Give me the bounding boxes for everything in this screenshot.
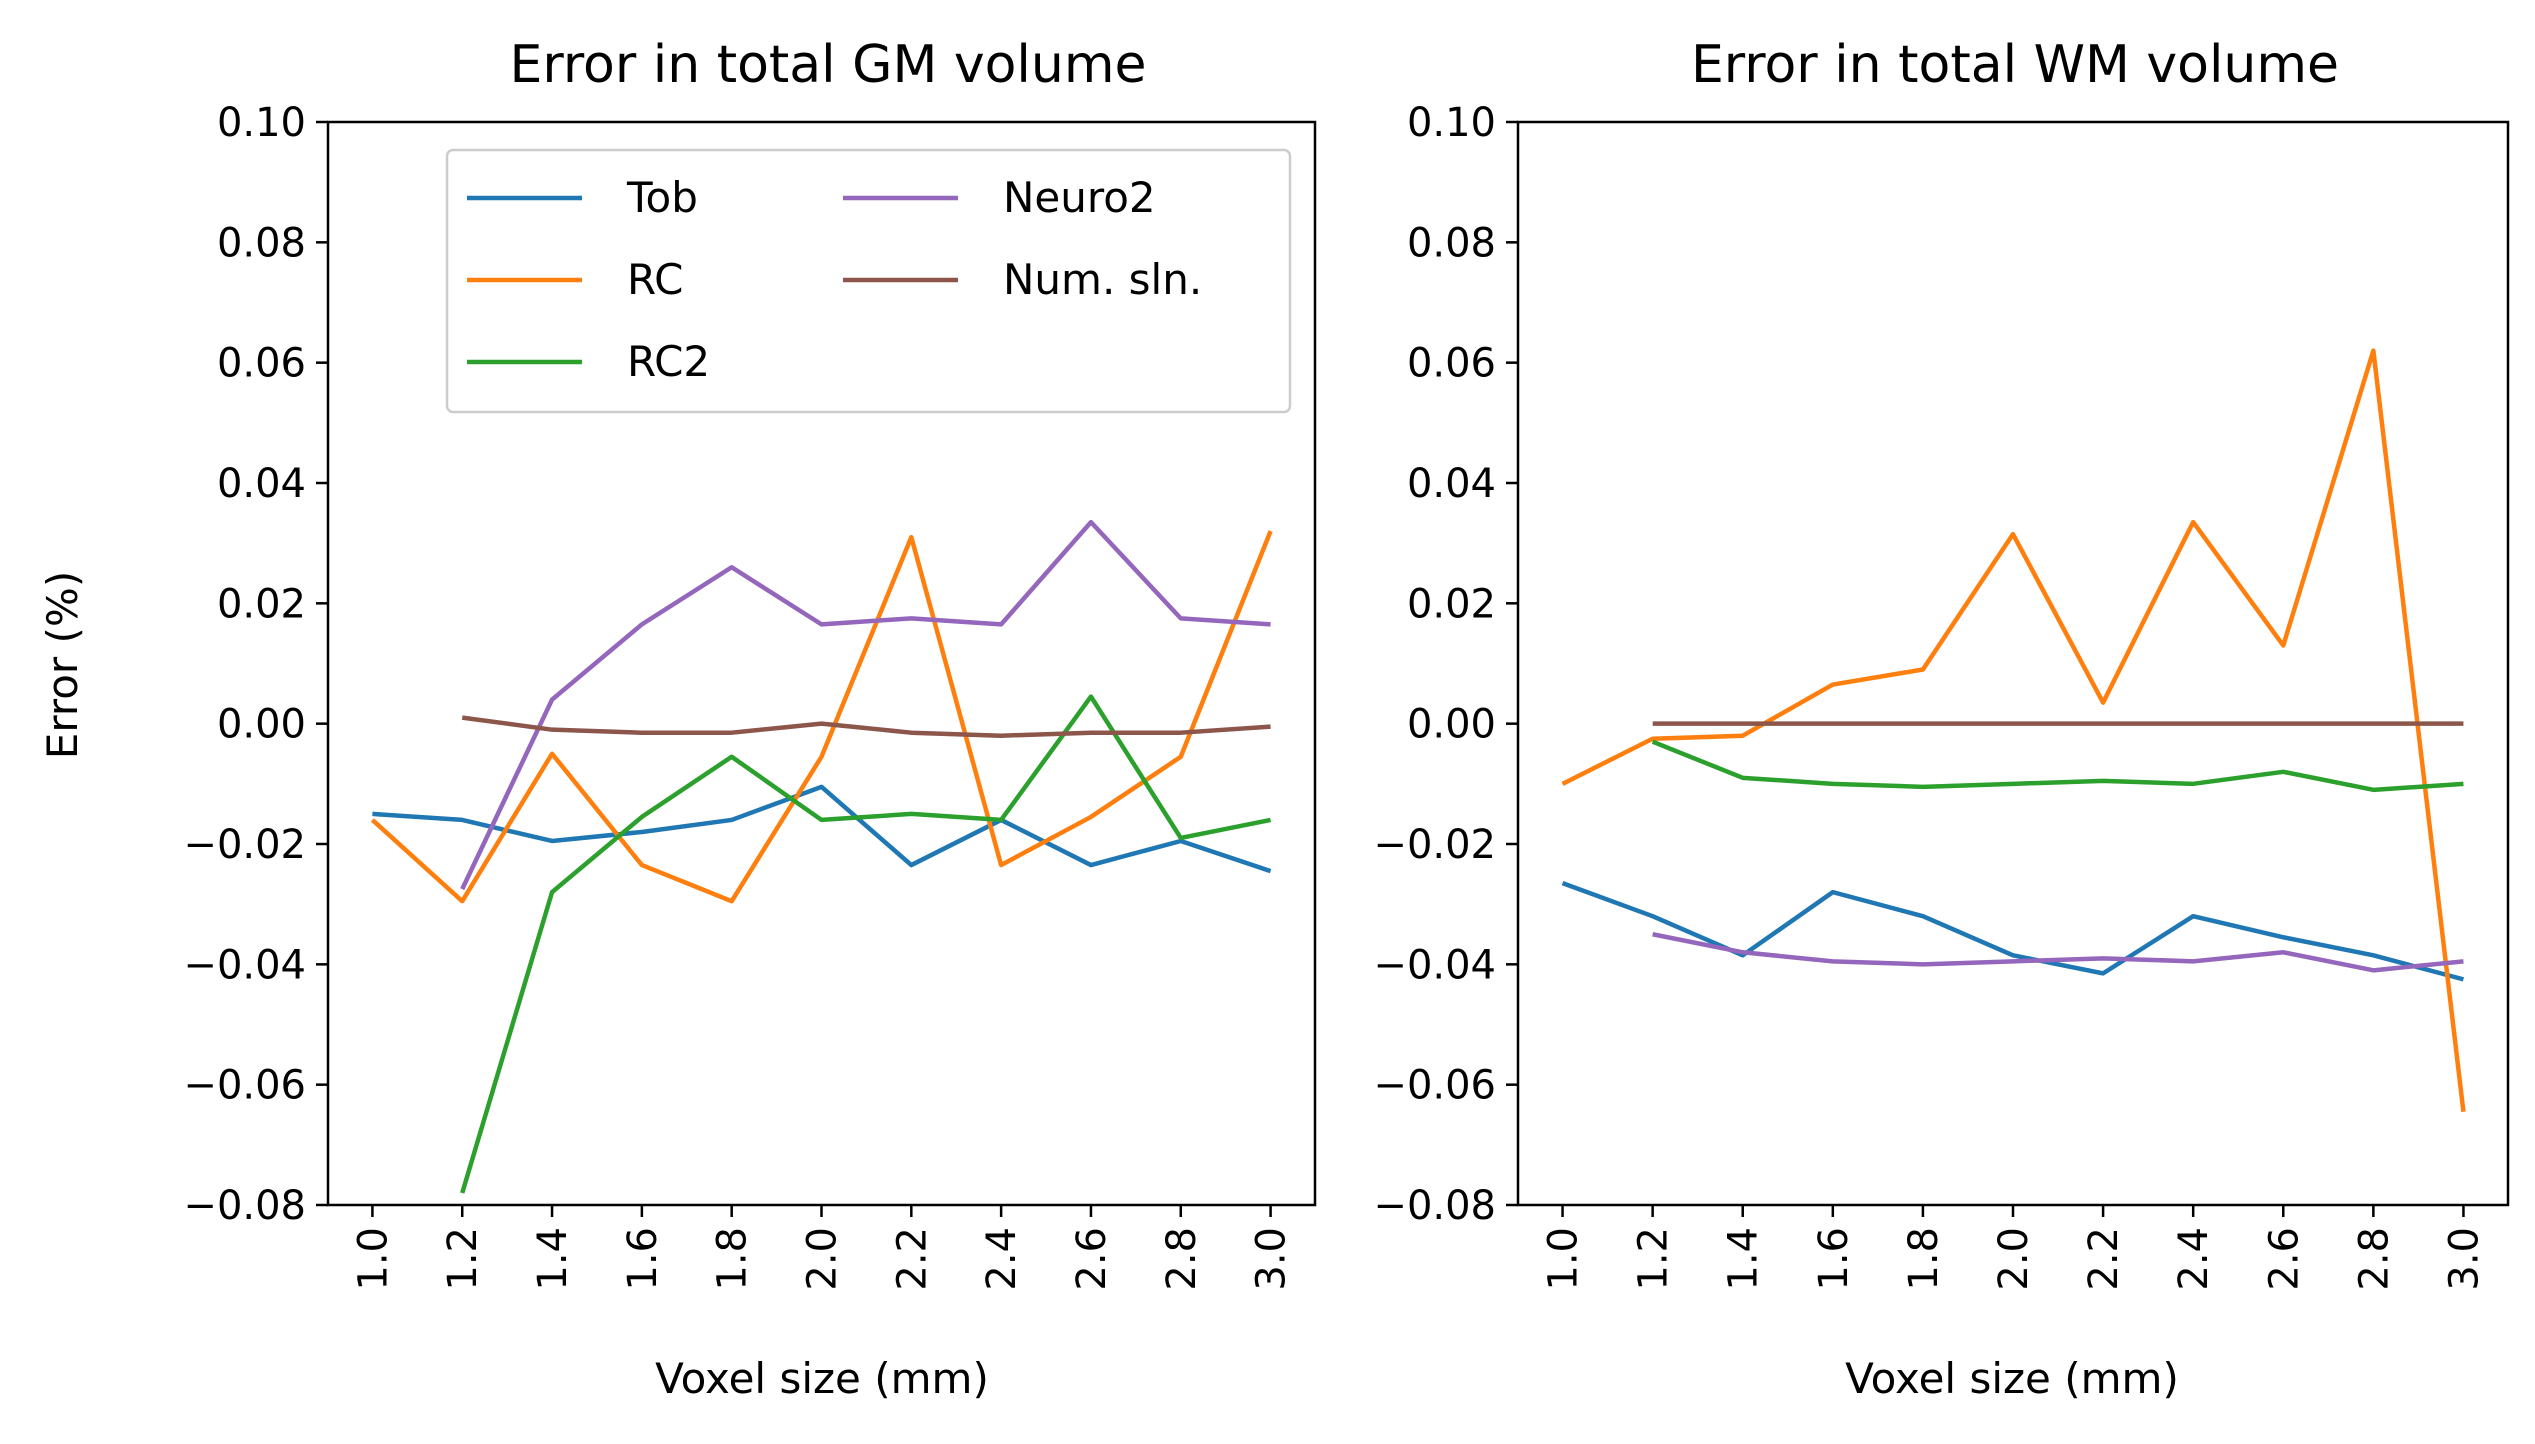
y-axis-label: Error (%) xyxy=(38,571,87,759)
chart-title: Error in total GM volume xyxy=(510,35,1147,95)
y-tick-label: 0.04 xyxy=(1407,461,1496,507)
y-tick-label: 0.02 xyxy=(1407,581,1496,627)
y-tick-label: −0.06 xyxy=(1373,1063,1496,1109)
wm-plot-area: 0.10 0.08 0.06 0.04 0.02 0.00 −0.02 −0.04 −0.06 −… xyxy=(1373,100,2510,1291)
y-tick-label: 0.06 xyxy=(1407,341,1496,387)
y-tick-label: −0.02 xyxy=(1373,822,1496,868)
y-tick-label: 0.10 xyxy=(1407,100,1496,146)
x-tick-label: 2.0 xyxy=(1991,1227,2037,1291)
y-tick-label: −0.04 xyxy=(1373,942,1496,988)
wm-volume-panel: Error in total WM volume Voxel size (mm)… xyxy=(1373,35,2510,1403)
x-tick-label: 1.4 xyxy=(1721,1227,1767,1291)
legend-label: RC2 xyxy=(627,337,710,386)
x-tick-label: 2.6 xyxy=(1069,1227,1115,1291)
y-tick-label: 0.00 xyxy=(217,702,306,748)
series-line-rc2 xyxy=(1651,739,2464,793)
x-tick-label: 2.2 xyxy=(2081,1227,2127,1291)
x-tick-label: 1.8 xyxy=(710,1227,756,1291)
x-tick-label: 1.0 xyxy=(350,1227,396,1291)
x-axis-label: Voxel size (mm) xyxy=(655,1354,989,1403)
series-line-rc2 xyxy=(460,694,1272,1194)
series-line-tob xyxy=(1561,880,2465,982)
y-tick-label: −0.08 xyxy=(183,1183,306,1229)
y-tick-label: 0.10 xyxy=(217,100,306,146)
x-tick-label: 2.4 xyxy=(2171,1227,2217,1291)
x-tick-label: 3.0 xyxy=(1249,1227,1295,1291)
legend: Tob RC RC2 Neuro2 Num. sln. xyxy=(445,148,1292,414)
gm-volume-panel: Error in total GM volume Error (%) Voxel… xyxy=(38,35,1317,1403)
y-tick-label: 0.06 xyxy=(217,341,306,387)
y-tick-label: 0.00 xyxy=(1407,702,1496,748)
x-tick-label: 1.4 xyxy=(530,1227,576,1291)
legend-label: Num. sln. xyxy=(1003,255,1202,304)
x-tick-label: 2.8 xyxy=(1159,1227,1205,1291)
y-tick-label: −0.06 xyxy=(183,1063,306,1109)
x-tick-label: 2.8 xyxy=(2351,1227,2397,1291)
y-tick-label: −0.08 xyxy=(1373,1183,1496,1229)
chart-title: Error in total WM volume xyxy=(1691,35,2339,95)
legend-label: Neuro2 xyxy=(1003,173,1156,222)
series-line-tob xyxy=(372,784,1272,874)
x-tick-label: 3.0 xyxy=(2441,1227,2487,1291)
y-tick-label: 0.02 xyxy=(217,581,306,627)
x-tick-label: 2.6 xyxy=(2261,1227,2307,1291)
x-axis-label: Voxel size (mm) xyxy=(1845,1354,2179,1403)
x-tick-label: 2.0 xyxy=(800,1227,846,1291)
x-tick-label: 1.6 xyxy=(1811,1227,1857,1291)
series-line-rc xyxy=(1561,348,2466,1113)
axes-frame xyxy=(1516,120,2510,1207)
series-line-rc xyxy=(370,530,1273,904)
series-line-neuro2 xyxy=(1652,932,2464,973)
x-tick-label: 1.0 xyxy=(1541,1227,1587,1291)
y-tick-label: −0.04 xyxy=(183,942,306,988)
x-tick-label: 1.2 xyxy=(440,1227,486,1291)
x-tick-label: 1.6 xyxy=(620,1227,666,1291)
y-tick-label: 0.08 xyxy=(1407,220,1496,266)
y-tick-label: 0.04 xyxy=(217,461,306,507)
legend-label: RC xyxy=(627,255,683,304)
gm-plot-area: 0.10 0.08 0.06 0.04 0.02 0.00 −0.02 −0.04 −0.06 −… xyxy=(183,100,1317,1291)
y-tick-label: −0.02 xyxy=(183,822,306,868)
legend-label: Tob xyxy=(626,173,698,222)
x-tick-label: 2.4 xyxy=(979,1227,1025,1291)
x-tick-label: 1.8 xyxy=(1901,1227,1947,1291)
series-line-neuro2 xyxy=(460,519,1271,891)
x-tick-label: 2.2 xyxy=(889,1227,935,1291)
y-tick-label: 0.08 xyxy=(217,220,306,266)
x-tick-label: 1.2 xyxy=(1631,1227,1677,1291)
series-line-num-sln xyxy=(461,715,1271,738)
